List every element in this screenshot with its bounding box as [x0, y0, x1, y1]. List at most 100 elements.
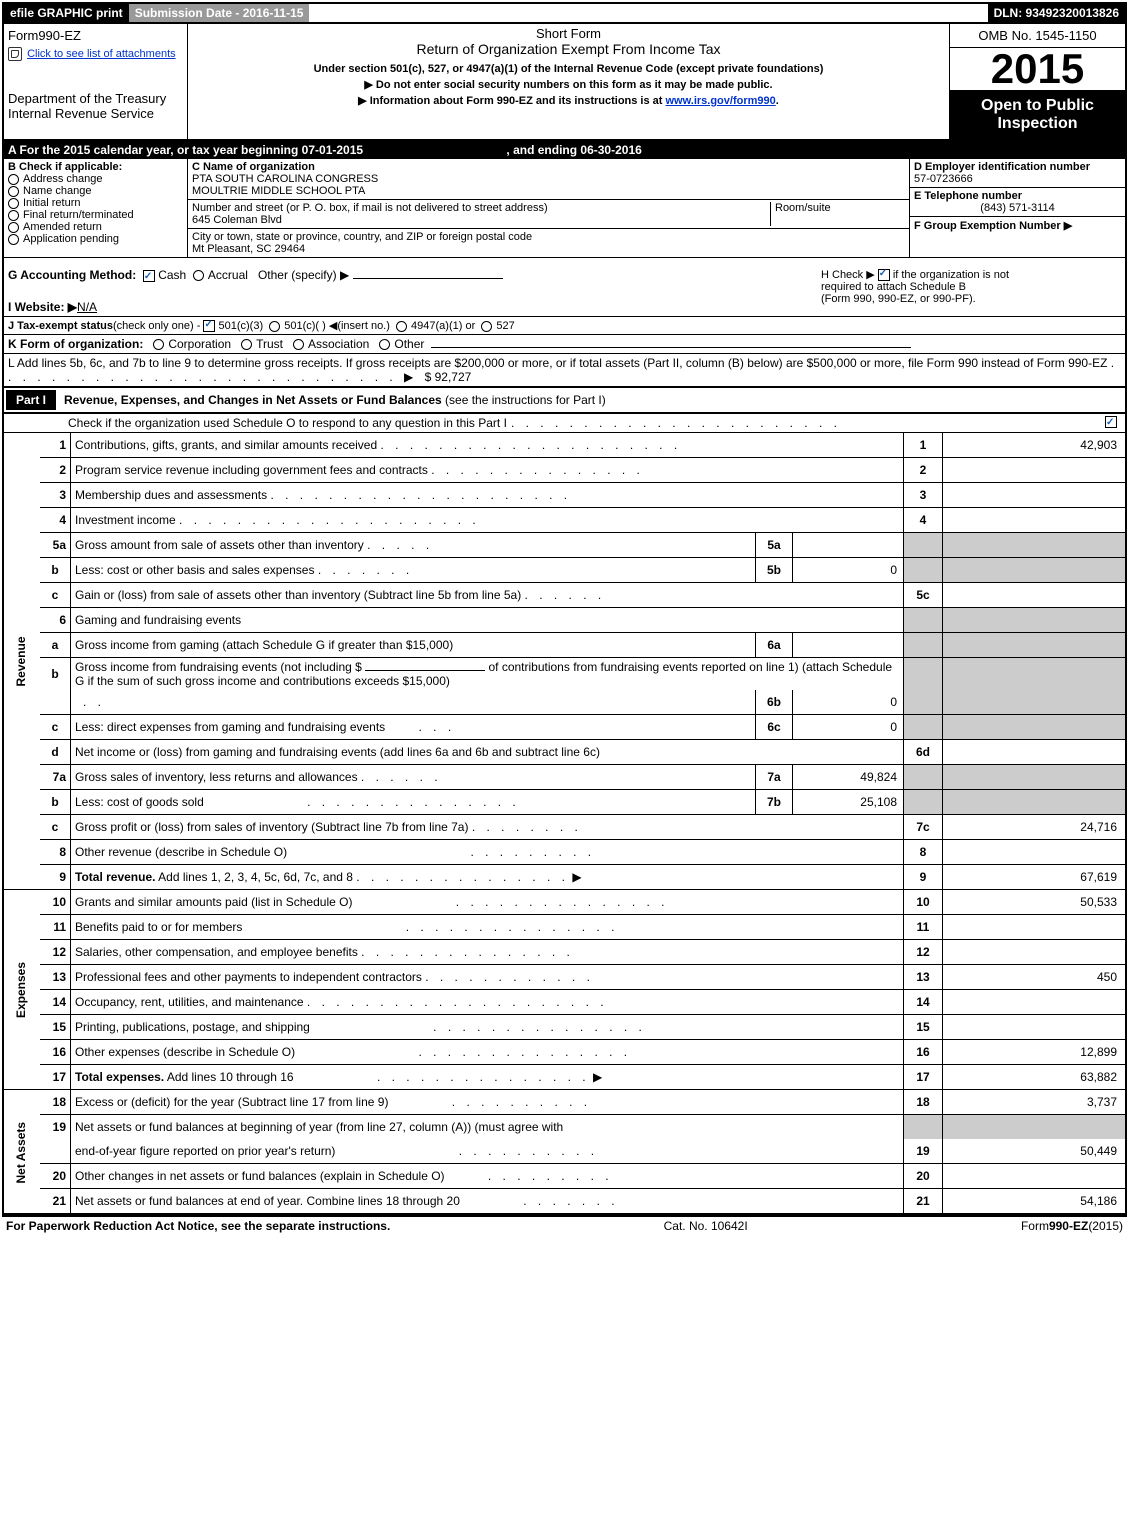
line-7b-midval: 25,108	[793, 790, 904, 815]
line-6b-desc-2: . .	[71, 690, 756, 715]
line-6d-num: d	[40, 740, 71, 765]
revenue-vertical: Revenue	[3, 433, 40, 890]
assoc-checkbox[interactable]	[293, 339, 304, 350]
entity-block: B Check if applicable: Address change Na…	[2, 159, 1127, 258]
line-6c-midlbl: 6c	[756, 715, 793, 740]
other-checkbox[interactable]	[379, 339, 390, 350]
part-1-title: Revenue, Expenses, and Changes in Net As…	[58, 393, 445, 407]
4947-checkbox[interactable]	[396, 321, 407, 332]
line-5b-num: b	[40, 558, 71, 583]
section-j: J Tax-exempt status(check only one) - 50…	[2, 317, 1127, 335]
line-18-lbl: 18	[904, 1090, 943, 1115]
catalog-number: Cat. No. 10642I	[664, 1219, 748, 1233]
line-5b-desc: Less: cost or other basis and sales expe…	[71, 558, 756, 583]
line-6b-num: b	[40, 658, 71, 691]
part-1-sub: (see the instructions for Part I)	[445, 393, 606, 407]
street-label: Number and street (or P. O. box, if mail…	[192, 202, 770, 214]
org-name-1: PTA SOUTH CAROLINA CONGRESS	[192, 173, 905, 185]
app-pending-check[interactable]: Application pending	[8, 233, 183, 245]
trust-checkbox[interactable]	[241, 339, 252, 350]
line-5a-desc: Gross amount from sale of assets other t…	[71, 533, 756, 558]
line-19-val: 50,449	[943, 1139, 1127, 1164]
501c3-checkbox[interactable]	[203, 320, 215, 332]
cash-checkbox[interactable]	[143, 270, 155, 282]
ein-label: D Employer identification number	[914, 161, 1121, 173]
initial-return-check[interactable]: Initial return	[8, 197, 183, 209]
line-6c-grayval	[943, 715, 1127, 740]
org-name-2: MOULTRIE MIDDLE SCHOOL PTA	[192, 185, 905, 197]
open-public-1: Open to Public	[952, 97, 1123, 115]
line-7b-desc: Less: cost of goods sold . . . . . . . .…	[71, 790, 756, 815]
line-6d-lbl: 6d	[904, 740, 943, 765]
website-line: I Website: ▶N/A	[8, 300, 813, 314]
line-19-num: 19	[40, 1115, 71, 1140]
section-l: L Add lines 5b, 6c, and 7b to line 9 to …	[2, 354, 1127, 387]
line-9-num: 9	[40, 865, 71, 890]
line-6d-desc: Net income or (loss) from gaming and fun…	[71, 740, 904, 765]
efile-print[interactable]: efile GRAPHIC print	[4, 4, 129, 22]
line-14-num: 14	[40, 990, 71, 1015]
line-6b-gray1	[904, 658, 943, 691]
attachments-link[interactable]: Click to see list of attachments	[27, 48, 176, 60]
attachment-icon[interactable]	[8, 47, 22, 61]
accrual-checkbox[interactable]	[193, 270, 204, 281]
room-suite: Room/suite	[770, 202, 905, 226]
open-to-public: Open to Public Inspection	[950, 91, 1125, 139]
line-9-lbl: 9	[904, 865, 943, 890]
info-link-line: ▶ Information about Form 990-EZ and its …	[192, 94, 945, 107]
line-7c-val: 24,716	[943, 815, 1127, 840]
line-5b-midlbl: 5b	[756, 558, 793, 583]
line-6b-midval: 0	[793, 690, 904, 715]
corp-checkbox[interactable]	[153, 339, 164, 350]
gross-receipts: $ 92,727	[425, 370, 472, 384]
line-5a-num: 5a	[40, 533, 71, 558]
amended-return-check[interactable]: Amended return	[8, 221, 183, 233]
line-6a-midlbl: 6a	[756, 633, 793, 658]
section-c: C Name of organization PTA SOUTH CAROLIN…	[188, 159, 910, 257]
website-value: N/A	[77, 300, 97, 314]
line-14-desc: Occupancy, rent, utilities, and maintena…	[71, 990, 904, 1015]
line-11-val	[943, 915, 1127, 940]
line-14-val	[943, 990, 1127, 1015]
under-section: Under section 501(c), 527, or 4947(a)(1)…	[192, 63, 945, 75]
line-9-val: 67,619	[943, 865, 1127, 890]
line-12-lbl: 12	[904, 940, 943, 965]
line-2-lbl: 2	[904, 458, 943, 483]
line-4-val	[943, 508, 1127, 533]
name-change-check[interactable]: Name change	[8, 185, 183, 197]
line-17-lbl: 17	[904, 1065, 943, 1090]
line-1-lbl: 1	[904, 433, 943, 458]
line-19-desc-1: Net assets or fund balances at beginning…	[71, 1115, 904, 1140]
part-1-check-row: Check if the organization used Schedule …	[2, 414, 1127, 433]
line-18-desc: Excess or (deficit) for the year (Subtra…	[71, 1090, 904, 1115]
line-5a-midlbl: 5a	[756, 533, 793, 558]
addr-change-check[interactable]: Address change	[8, 173, 183, 185]
line-7c-num: c	[40, 815, 71, 840]
schedule-b-checkbox[interactable]	[878, 269, 890, 281]
accounting-method: G Accounting Method: Cash Accrual Other …	[8, 268, 813, 282]
line-3-lbl: 3	[904, 483, 943, 508]
line-20-desc: Other changes in net assets or fund bala…	[71, 1164, 904, 1189]
org-name-label: C Name of organization	[192, 161, 905, 173]
line-13-val: 450	[943, 965, 1127, 990]
527-checkbox[interactable]	[481, 321, 492, 332]
line-1-val: 42,903	[943, 433, 1127, 458]
line-19-desc-2: end-of-year figure reported on prior yea…	[71, 1139, 904, 1164]
line-3-val	[943, 483, 1127, 508]
irs-link[interactable]: www.irs.gov/form990	[666, 95, 776, 107]
line-6c-midval: 0	[793, 715, 904, 740]
line-17-num: 17	[40, 1065, 71, 1090]
pra-notice: For Paperwork Reduction Act Notice, see …	[6, 1219, 390, 1233]
return-title: Return of Organization Exempt From Incom…	[192, 41, 945, 57]
line-4-desc: Investment income . . . . . . . . . . . …	[71, 508, 904, 533]
final-return-check[interactable]: Final return/terminated	[8, 209, 183, 221]
line-5a-grayval	[943, 533, 1127, 558]
line-7b-midlbl: 7b	[756, 790, 793, 815]
line-7b-num: b	[40, 790, 71, 815]
sched-o-checkbox[interactable]	[1105, 416, 1117, 428]
part-1-label: Part I	[5, 389, 57, 411]
line-5c-lbl: 5c	[904, 583, 943, 608]
form-number-footer: Form990-EZ(2015)	[1021, 1219, 1123, 1233]
501c-checkbox[interactable]	[269, 321, 280, 332]
phone-label: E Telephone number	[914, 190, 1121, 202]
